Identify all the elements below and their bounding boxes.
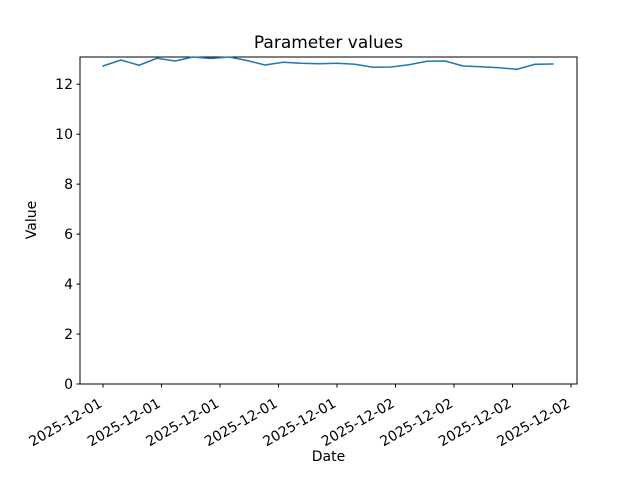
y-tick-label: 4	[64, 277, 73, 293]
x-axis-label: Date	[312, 449, 345, 465]
y-tick-label: 12	[55, 77, 73, 93]
y-tick-label: 6	[64, 227, 73, 243]
data-line	[102, 56, 554, 70]
y-tick-label: 10	[55, 127, 73, 143]
y-tick-label: 2	[64, 327, 73, 343]
chart-title: Parameter values	[254, 33, 403, 53]
y-tick-label: 8	[64, 177, 73, 193]
y-tick-label: 0	[64, 377, 73, 393]
axes-frame	[79, 56, 578, 385]
plot-area: 0246810122025-12-012025-12-012025-12-012…	[27, 56, 578, 450]
y-axis-label: Value	[24, 201, 40, 239]
